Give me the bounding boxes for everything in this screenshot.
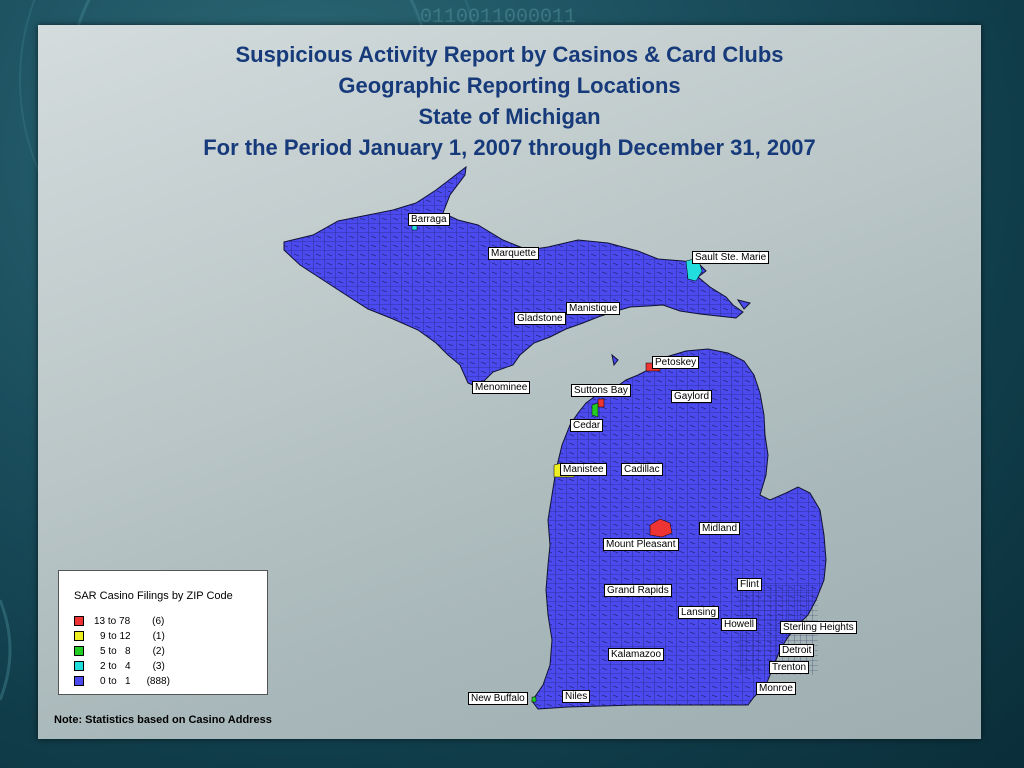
legend-swatch-cyan <box>74 661 84 671</box>
legend-range: 9 to 12 <box>100 630 131 642</box>
label-sault-ste-marie: Sault Ste. Marie <box>692 251 770 264</box>
legend-title: SAR Casino Filings by ZIP Code <box>74 590 233 602</box>
label-new-buffalo: New Buffalo <box>468 692 528 705</box>
label-barraga: Barraga <box>408 213 450 226</box>
label-suttons-bay: Suttons Bay <box>571 384 631 397</box>
legend-item: 5 to 8 (2) <box>74 645 165 657</box>
label-monroe: Monroe <box>756 682 796 695</box>
title-block: Suspicious Activity Report by Casinos & … <box>38 39 981 163</box>
island <box>736 299 751 310</box>
legend-count: (6) <box>152 615 165 627</box>
title-line-4: For the Period January 1, 2007 through D… <box>203 135 816 160</box>
label-detroit: Detroit <box>779 644 815 657</box>
upper-peninsula <box>283 165 744 388</box>
label-trenton: Trenton <box>769 661 810 674</box>
label-gladstone: Gladstone <box>514 312 566 325</box>
label-grand-rapids: Grand Rapids <box>604 584 672 597</box>
slide: Suspicious Activity Report by Casinos & … <box>38 25 981 739</box>
label-sterling-heights: Sterling Heights <box>780 621 857 634</box>
zip-suttons-bay <box>597 398 605 408</box>
label-kalamazoo: Kalamazoo <box>608 648 665 661</box>
label-manistique: Manistique <box>566 302 621 315</box>
legend-item: 13 to 78 (6) <box>74 615 164 627</box>
legend-range: 13 to 78 <box>94 615 131 627</box>
zip-new-buffalo <box>531 696 537 703</box>
label-cedar: Cedar <box>570 419 604 432</box>
title-line-3: State of Michigan <box>418 104 601 129</box>
label-mount-pleasant: Mount Pleasant <box>603 538 679 551</box>
label-manistee: Manistee <box>560 463 607 476</box>
legend-swatch-green <box>74 646 84 656</box>
legend-item: 2 to 4 (3) <box>74 660 165 672</box>
legend-item: 9 to 12 (1) <box>74 630 165 642</box>
map-legend: SAR Casino Filings by ZIP Code 13 to 78 … <box>58 570 268 695</box>
footnote: Note: Statistics based on Casino Address <box>54 714 272 726</box>
legend-swatch-yellow <box>74 631 84 641</box>
legend-count: (888) <box>146 675 170 687</box>
label-midland: Midland <box>699 522 741 535</box>
legend-range: 5 to 8 <box>100 645 131 657</box>
legend-count: (1) <box>152 630 165 642</box>
label-lansing: Lansing <box>678 606 720 619</box>
title-line-1: Suspicious Activity Report by Casinos & … <box>235 42 784 67</box>
label-menominee: Menominee <box>472 381 531 394</box>
title-line-2: Geographic Reporting Locations <box>338 73 681 98</box>
zip-mount-pleasant <box>649 518 673 538</box>
legend-count: (2) <box>152 645 165 657</box>
legend-item: 0 to 1 (888) <box>74 675 170 687</box>
label-gaylord: Gaylord <box>671 390 713 403</box>
legend-range: 2 to 4 <box>100 660 131 672</box>
zip-cedar <box>591 402 599 418</box>
svg-text:0110011000011: 0110011000011 <box>420 6 576 29</box>
legend-count: (3) <box>152 660 165 672</box>
legend-range: 0 to 1 <box>100 675 131 687</box>
label-niles: Niles <box>562 690 591 703</box>
label-marquette: Marquette <box>488 247 540 260</box>
label-flint: Flint <box>737 578 762 591</box>
legend-swatch-red <box>74 616 84 626</box>
island <box>611 353 619 367</box>
label-petoskey: Petoskey <box>652 356 700 369</box>
label-howell: Howell <box>721 618 758 631</box>
label-cadillac: Cadillac <box>621 463 663 476</box>
legend-swatch-blue <box>74 676 84 686</box>
